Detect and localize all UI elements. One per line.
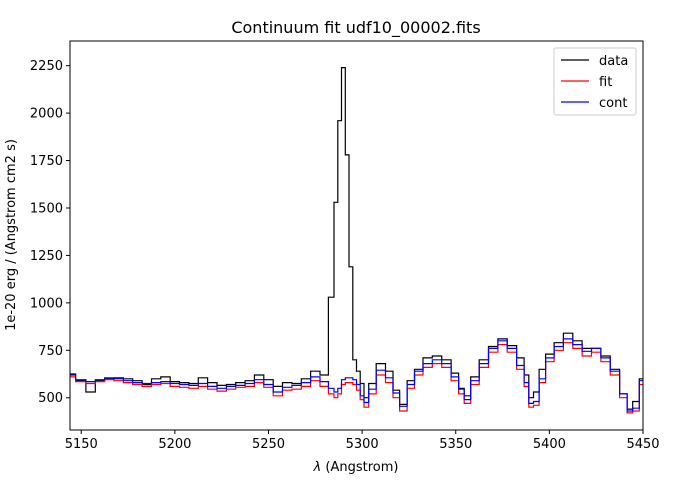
x-tick-label: 5350 — [439, 437, 472, 452]
chart-title: Continuum fit udf10_00002.fits — [231, 18, 480, 38]
x-tick-label: 5150 — [65, 437, 98, 452]
series-line-data — [70, 67, 643, 410]
x-axis-title-symbol: λ — [313, 460, 322, 475]
plot-frame — [69, 40, 644, 431]
y-tick-label: 2250 — [30, 59, 63, 74]
x-tick-label: 5300 — [346, 437, 379, 452]
x-tick-label: 5250 — [252, 437, 285, 452]
y-tick-label: 500 — [38, 391, 63, 406]
x-tick-label: 5400 — [533, 437, 566, 452]
y-axis-title: 1e-20 erg / (Angstrom cm2 s) — [4, 139, 19, 331]
legend-label-data: data — [599, 54, 628, 69]
legend-label-fit: fit — [599, 75, 612, 90]
x-tick-label: 5450 — [626, 437, 659, 452]
y-tick-label: 1500 — [30, 201, 63, 216]
x-axis-title-unit: (Angstrom) — [321, 460, 398, 475]
legend-label-cont: cont — [599, 96, 627, 111]
y-axis: 500 750 1000 1250 1500 1750 2000 2250 — [30, 59, 70, 406]
x-axis-title: λ (Angstrom) — [313, 460, 399, 475]
x-tick-label: 5200 — [158, 437, 191, 452]
y-tick-label: 750 — [38, 344, 63, 359]
series-layer — [70, 67, 643, 414]
x-axis: 5150 5200 5250 5300 5350 5400 5450 — [65, 430, 660, 452]
y-tick-label: 1750 — [30, 154, 63, 169]
legend-box — [553, 47, 637, 116]
legend: data fit cont — [553, 47, 637, 116]
y-tick-label: 1250 — [30, 249, 63, 264]
y-tick-label: 1000 — [30, 296, 63, 311]
series-line-cont — [70, 338, 643, 412]
y-tick-label: 2000 — [30, 107, 63, 122]
